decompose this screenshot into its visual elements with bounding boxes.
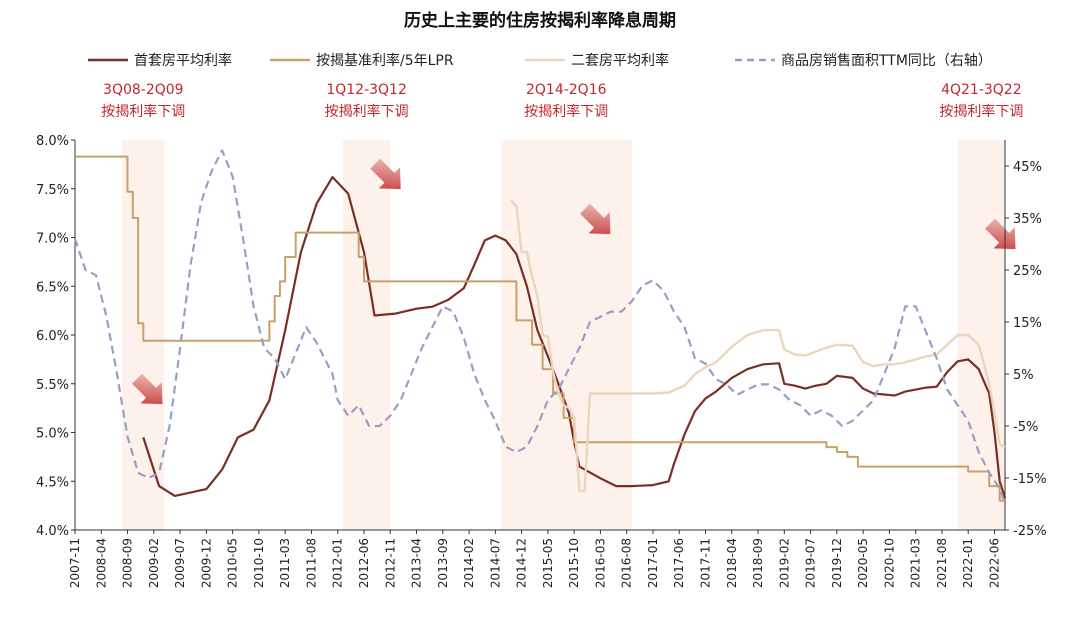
period-label: 1Q12-3Q12 [326,82,407,98]
period-sublabel: 按揭利率下调 [939,103,1023,120]
down-arrow-icon [580,203,611,235]
right-tick-label: 5% [1013,368,1034,383]
series-line [75,155,1005,502]
down-arrow-icon [132,373,163,405]
series-lines [73,149,1007,505]
legend: 首套房平均利率 按揭基准利率/5年LPR 二套房平均利率 商品房销售面积TTM同比（右… [88,52,992,69]
x-tick-label: 2011-08 [304,538,318,588]
chart-title: 历史上主要的住房按揭利率降息周期 [404,10,676,31]
x-tick-label: 2009-12 [199,538,213,588]
x-tick-label: 2017-11 [699,538,713,588]
right-tick-label: -15% [1013,472,1047,487]
right-tick-label: 45% [1013,160,1042,175]
x-tick-label: 2010-05 [226,538,240,588]
legend-label: 按揭基准利率/5年LPR [316,52,454,69]
down-arrow-icon [985,218,1016,250]
x-tick-label: 2021-08 [935,538,949,588]
legend-label: 商品房销售面积TTM同比（右轴） [781,53,992,69]
x-tick-label: 2018-04 [725,538,739,588]
x-tick-label: 2018-09 [751,538,765,588]
x-tick-label: 2016-03 [593,538,607,588]
right-tick-label: 35% [1013,212,1042,227]
x-tick-label: 2014-07 [488,538,502,588]
left-tick-label: 6.0% [36,329,69,344]
x-tick-label: 2019-12 [830,538,844,588]
x-tick-label: 2015-05 [541,538,555,588]
period-sublabel: 按揭利率下调 [524,103,608,120]
arrow-shape [985,218,1016,250]
x-tick-label: 2012-06 [357,538,371,588]
x-tick-label: 2019-07 [804,538,818,588]
x-tick-label: 2016-08 [620,538,634,588]
x-tick-label: 2019-02 [777,538,791,588]
period-sublabel: 按揭利率下调 [325,103,409,120]
right-tick-label: 25% [1013,264,1042,279]
x-tick-label: 2013-04 [410,538,424,588]
series-line [510,199,1006,493]
left-tick-label: 4.0% [36,524,69,539]
x-tick-label: 2013-09 [436,538,450,588]
arrow-shape [580,203,611,235]
axes [71,139,1009,534]
left-tick-label: 5.0% [36,427,69,442]
legend-label: 首套房平均利率 [134,52,232,69]
x-tick-label: 2008-09 [121,538,135,588]
right-tick-label: -5% [1013,420,1038,435]
x-tick-label: 2020-10 [882,538,896,588]
right-tick-label: -25% [1013,524,1047,539]
legend-label: 二套房平均利率 [571,52,669,69]
x-tick-label: 2014-12 [515,538,529,588]
x-tick-label: 2022-01 [961,538,975,588]
period-sublabel: 按揭利率下调 [101,103,185,120]
down-arrow-icon [370,158,401,190]
left-tick-label: 6.5% [36,280,69,295]
arrow-shape [370,158,401,190]
left-tick-label: 7.0% [36,232,69,247]
x-tick-label: 2012-01 [331,538,345,588]
left-tick-label: 4.5% [36,475,69,490]
x-tick-label: 2011-03 [278,538,292,588]
shaded-periods [122,140,1016,530]
x-tick-label: 2007-11 [68,538,82,588]
x-tick-label: 2015-10 [567,538,581,588]
x-tick-label: 2021-03 [909,538,923,588]
series-line [73,149,1007,505]
period-label: 2Q14-2Q16 [526,82,607,98]
x-tick-label: 2012-11 [383,538,397,588]
x-tick-label: 2020-05 [856,538,870,588]
right-tick-label: 15% [1013,316,1042,331]
x-tick-label: 2017-01 [646,538,660,588]
x-tick-label: 2010-10 [252,538,266,588]
left-tick-label: 8.0% [36,134,69,149]
arrow-shape [132,373,163,405]
left-tick-label: 5.5% [36,378,69,393]
tick-labels: 3Q08-2Q09 按揭利率下调 1Q12-3Q12 按揭利率下调 2Q14-2Q16 按… [36,82,1047,588]
x-tick-label: 2009-07 [173,538,187,588]
x-tick-label: 2009-02 [147,538,161,588]
x-tick-label: 2017-06 [672,538,686,588]
x-tick-label: 2022-06 [987,538,1001,588]
series-line [142,176,1007,499]
period-label: 3Q08-2Q09 [103,82,184,98]
left-tick-label: 7.5% [36,183,69,198]
x-tick-label: 2014-02 [462,538,476,588]
x-tick-label: 2008-04 [94,538,108,588]
shaded-period [500,140,632,530]
period-label: 4Q21-3Q22 [941,82,1022,98]
